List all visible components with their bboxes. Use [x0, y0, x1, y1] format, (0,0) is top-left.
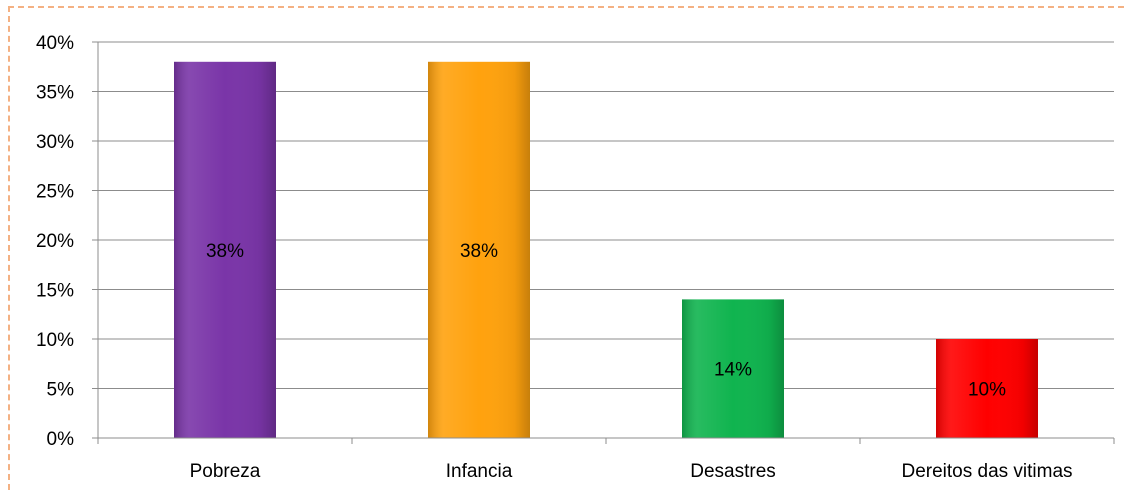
gridlines	[98, 41, 1114, 389]
data-label: 38%	[206, 241, 244, 262]
y-tick-label: 25%	[36, 182, 74, 203]
y-tick-label: 20%	[36, 231, 74, 252]
y-tick-label: 10%	[36, 330, 74, 351]
category-label: Pobreza	[190, 461, 261, 482]
y-axis-ticks: 0% 5% 10% 15% 20% 25% 30% 35% 40%	[36, 33, 99, 450]
data-label: 10%	[968, 380, 1006, 401]
data-label: 38%	[460, 241, 498, 262]
x-axis	[97, 437, 1115, 444]
bar-shading	[174, 61, 276, 439]
y-tick-label: 35%	[36, 83, 74, 104]
category-label: Infancia	[446, 461, 513, 482]
bar-shading	[936, 339, 1038, 438]
data-label: 14%	[714, 360, 752, 381]
data-labels: 38% 38% 14% 10%	[206, 241, 1006, 401]
bar-shading	[428, 61, 530, 439]
y-tick-label: 5%	[47, 380, 75, 401]
chart-frame	[8, 6, 1124, 490]
category-label: Dereitos das vitimas	[901, 461, 1072, 482]
bars	[174, 61, 1038, 439]
bar-shading	[682, 299, 784, 438]
y-tick-label: 15%	[36, 281, 74, 302]
category-labels: Pobreza Infancia Desastres Dereitos das vit…	[190, 461, 1073, 482]
y-tick-label: 30%	[36, 132, 74, 153]
y-tick-label: 0%	[47, 429, 75, 450]
y-tick-label: 40%	[36, 33, 74, 54]
category-label: Desastres	[690, 461, 776, 482]
